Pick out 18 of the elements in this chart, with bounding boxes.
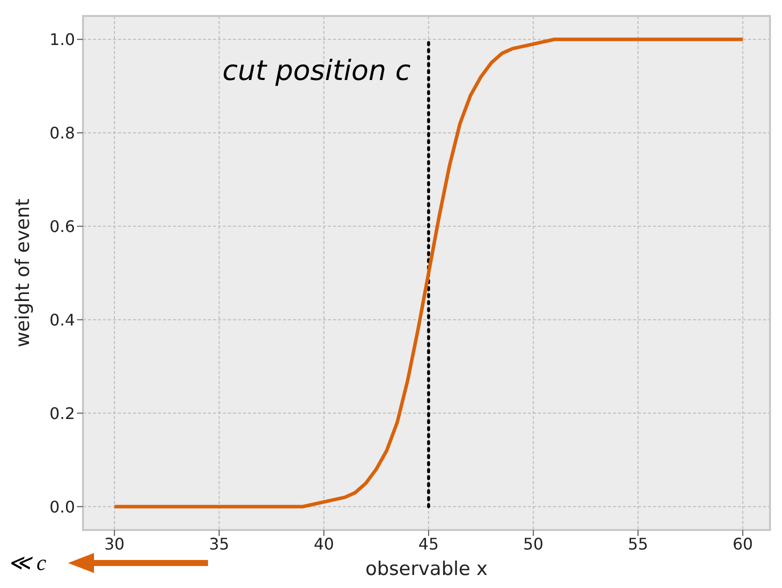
x-tick-label: 35 bbox=[208, 534, 230, 554]
y-tick-label: 1.0 bbox=[50, 30, 75, 50]
x-tick-label: 60 bbox=[732, 534, 753, 554]
y-tick-label: 0.8 bbox=[50, 124, 75, 142]
text: ≪ c bbox=[8, 550, 46, 576]
line-series bbox=[112, 38, 745, 508]
x-axis-title: observable x bbox=[364, 558, 489, 580]
x-tick-label: 50 bbox=[523, 534, 544, 554]
y-tick-label: 0.4 bbox=[50, 310, 75, 330]
x-tick-label: 55 bbox=[628, 534, 648, 554]
y-tick-label: 0.6 bbox=[50, 216, 75, 236]
x-tick-label: 45 bbox=[418, 534, 439, 554]
x-tick-label: 30 bbox=[104, 534, 125, 554]
x-tick-label: 40 bbox=[314, 534, 334, 554]
annotation: cut position c bbox=[222, 54, 411, 88]
y-axis-title: weight of event bbox=[12, 198, 34, 348]
y-tick-label: 0.0 bbox=[50, 497, 75, 516]
y-tick-label: 0.2 bbox=[50, 404, 75, 423]
